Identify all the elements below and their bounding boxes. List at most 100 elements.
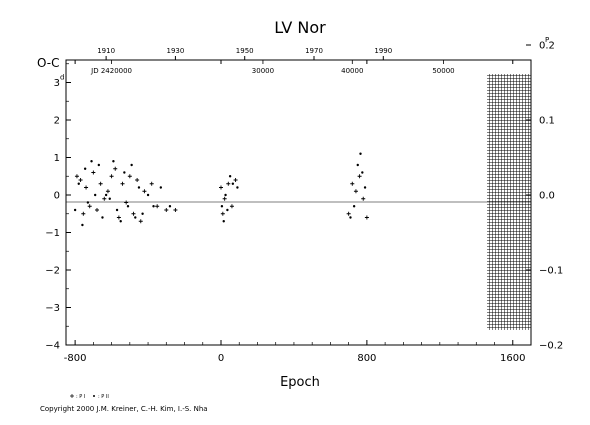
- data-point-p1: [138, 219, 143, 224]
- data-point-p2: [152, 205, 155, 208]
- jd-label: JD 2420000: [90, 67, 132, 75]
- data-point-p2: [137, 186, 141, 189]
- data-point-p2: [224, 193, 227, 197]
- data-point-p2: [361, 171, 364, 174]
- data-point-p2: [104, 193, 108, 197]
- data-point-p2: [168, 205, 172, 208]
- data-point-p2: [73, 208, 77, 212]
- data-point-p2: [236, 186, 239, 189]
- year-tick-label: 1930: [166, 47, 184, 55]
- data-point-p2: [141, 212, 144, 215]
- data-point-p1: [229, 204, 234, 209]
- data-point-p1: [357, 174, 362, 179]
- data-point-p1: [353, 189, 358, 194]
- data-point-p1: [131, 211, 136, 216]
- data-point-p1: [95, 208, 99, 212]
- y-unit-right: P: [545, 36, 549, 44]
- year-tick-label: 1950: [236, 47, 254, 55]
- data-point-p2: [359, 152, 362, 155]
- data-point-p1: [220, 211, 225, 216]
- data-point-p1: [135, 178, 140, 182]
- data-point-p1: [222, 196, 227, 201]
- data-point-p1: [84, 185, 89, 190]
- y-tick-label-left: −1: [45, 228, 60, 239]
- data-point-p1: [173, 208, 178, 212]
- data-point-p1: [361, 196, 366, 201]
- data-point-p2: [159, 186, 163, 189]
- x-tick-label: 1600: [500, 353, 525, 364]
- chart-marks: -800 0 800 1600 3 2 1 0 −1 −2 −3 −4 d 0.2 0.1 0.0 −0.1 −0…: [45, 36, 563, 400]
- y-tick-label-left: 1: [54, 153, 60, 164]
- data-point-p1: [81, 211, 86, 216]
- data-point-p2: [97, 163, 101, 167]
- data-point-p1: [102, 196, 107, 201]
- data-point-p2: [130, 163, 133, 167]
- data-point-p2: [352, 205, 356, 208]
- data-point-p2: [86, 201, 90, 204]
- plot-frame: [65, 59, 532, 346]
- y-tick-label-right: 0.0: [539, 191, 555, 202]
- data-point-p1: [164, 208, 169, 212]
- data-point-p1: [346, 211, 351, 216]
- data-point-p2: [228, 175, 232, 178]
- data-point-p2: [90, 160, 93, 163]
- data-point-p2: [123, 171, 126, 174]
- year-tick-label: 1990: [374, 47, 392, 55]
- data-point-p2: [115, 208, 119, 212]
- y-tick-label-right: 0.1: [539, 116, 555, 127]
- data-point-p1: [226, 181, 231, 186]
- data-point-p1: [142, 189, 147, 194]
- data-point-p1: [105, 189, 110, 194]
- y-tick-label-left: 2: [54, 116, 60, 127]
- legend-label: : P II: [98, 394, 109, 400]
- data-point-p1: [109, 174, 114, 179]
- x-tick-label: 0: [218, 353, 224, 364]
- data-point-p1: [113, 166, 118, 171]
- data-point-p1: [127, 174, 132, 179]
- data-point-p1: [155, 204, 160, 209]
- data-point-p2: [77, 182, 80, 185]
- data-point-p2: [363, 186, 367, 189]
- data-point-p1: [74, 174, 79, 179]
- data-point-p2: [146, 193, 150, 197]
- legend-marker-p2: [93, 395, 95, 397]
- data-point-p1: [87, 204, 92, 209]
- data-point-p2: [231, 182, 235, 185]
- y-tick-label-right: −0.2: [539, 341, 563, 352]
- data-point-p1: [219, 185, 223, 190]
- data-point-p2: [119, 220, 122, 223]
- jd-label: 30000: [252, 67, 274, 75]
- y-unit-left: d: [60, 74, 64, 82]
- year-tick-label: 1910: [97, 47, 115, 55]
- copyright-notice: Copyright 2000 J.M. Kreiner, C.-H. Kim, …: [40, 405, 208, 413]
- data-point-p1: [149, 181, 154, 186]
- data-point-p2: [134, 216, 137, 219]
- data-point-p1: [233, 178, 238, 182]
- y-tick-label-right: −0.1: [539, 266, 563, 277]
- data-point-p1: [116, 215, 121, 220]
- data-point-p2: [108, 197, 111, 200]
- data-point-p2: [126, 205, 130, 208]
- legend-marker-p1: [70, 394, 74, 398]
- y-tick-label-left: 3: [54, 78, 60, 89]
- data-point-p2: [83, 167, 87, 170]
- jd-label: 50000: [432, 67, 454, 75]
- data-point-p2: [222, 220, 225, 223]
- data-point-p2: [220, 205, 224, 208]
- data-point-p1: [364, 215, 369, 220]
- data-point-p2: [356, 163, 359, 167]
- y-tick-label-left: −2: [45, 266, 60, 277]
- data-point-p1: [120, 181, 125, 186]
- data-point-p1: [124, 200, 129, 205]
- legend-label: : P I: [76, 394, 85, 400]
- data-point-p1: [350, 181, 355, 186]
- data-point-p1: [98, 181, 103, 186]
- y-axis-label: O-C: [37, 56, 60, 70]
- y-tick-label-left: 0: [54, 191, 60, 202]
- year-tick-label: 1970: [305, 47, 323, 55]
- x-tick-label: -800: [64, 353, 87, 364]
- y-tick-label-right: 0.2: [539, 41, 555, 52]
- data-point-p2: [226, 208, 229, 212]
- data-point-p2: [349, 216, 352, 219]
